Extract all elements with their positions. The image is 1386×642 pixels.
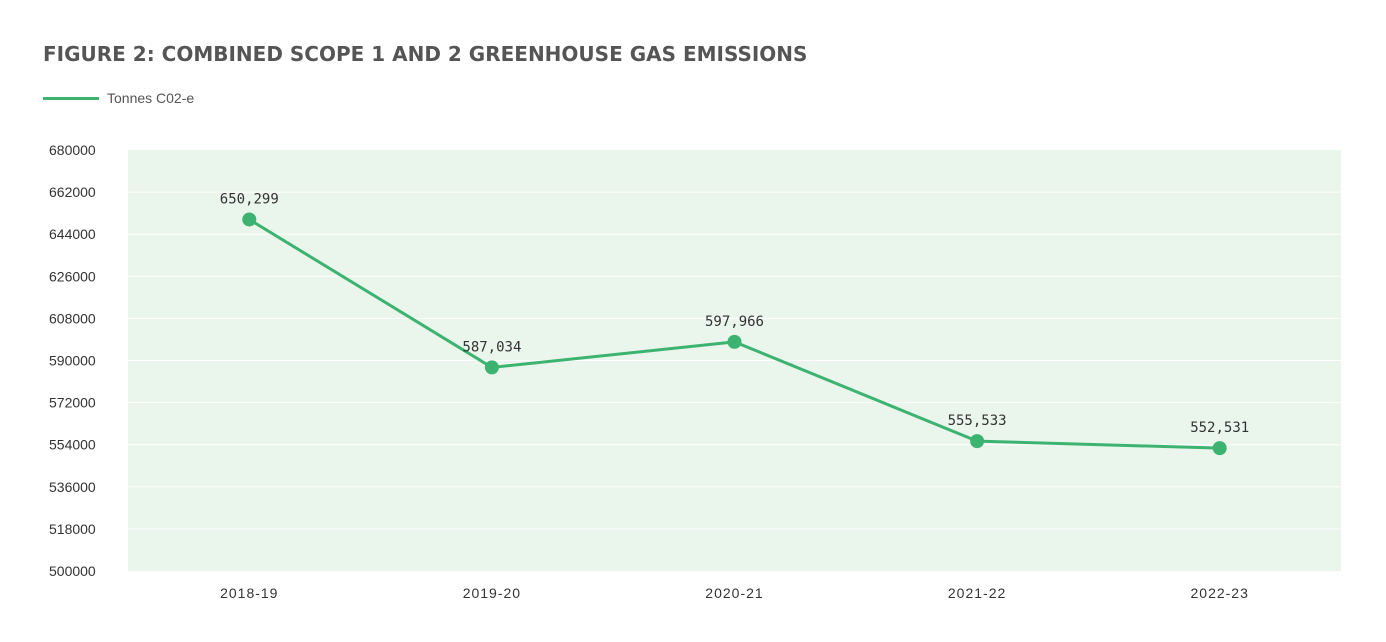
data-label: 597,966	[705, 314, 764, 330]
legend-label: Tonnes C02-e	[107, 90, 195, 106]
y-tick-label: 680000	[49, 142, 96, 158]
data-point	[242, 212, 257, 227]
data-labels: 650,299 587,034 597,966 555,533 552,531	[220, 191, 1249, 436]
data-label: 650,299	[220, 191, 279, 207]
data-point	[1212, 441, 1227, 456]
data-label: 552,531	[1190, 420, 1249, 436]
data-point	[484, 360, 499, 375]
y-tick-label: 590000	[49, 353, 96, 369]
data-point	[970, 434, 985, 449]
chart-title: FIGURE 2: COMBINED SCOPE 1 AND 2 GREENHO…	[43, 42, 808, 66]
legend-line-swatch	[43, 96, 99, 100]
data-point	[727, 334, 742, 349]
x-axis-ticks: 2018-19 2019-20 2020-21 2021-22 2022-23	[220, 585, 1249, 601]
x-tick-label: 2018-19	[220, 585, 278, 601]
y-tick-label: 662000	[49, 184, 96, 200]
data-label: 555,533	[948, 413, 1007, 429]
y-tick-label: 536000	[49, 479, 96, 495]
y-tick-label: 572000	[49, 395, 96, 411]
x-tick-label: 2022-23	[1191, 585, 1249, 601]
x-tick-label: 2019-20	[463, 585, 521, 601]
legend: Tonnes C02-e	[43, 88, 194, 108]
x-tick-label: 2020-21	[705, 585, 763, 601]
y-axis-ticks: 500000 518000 536000 554000 572000 590000 6080…	[49, 142, 96, 579]
y-tick-label: 626000	[49, 268, 96, 284]
y-tick-label: 644000	[49, 226, 96, 242]
x-tick-label: 2021-22	[948, 585, 1006, 601]
y-tick-label: 554000	[49, 437, 96, 453]
y-tick-label: 608000	[49, 310, 96, 326]
data-points	[242, 212, 1227, 456]
y-tick-label: 518000	[49, 521, 96, 537]
data-label: 587,034	[462, 339, 521, 355]
y-tick-label: 500000	[49, 563, 96, 579]
gridlines	[128, 191, 1341, 530]
